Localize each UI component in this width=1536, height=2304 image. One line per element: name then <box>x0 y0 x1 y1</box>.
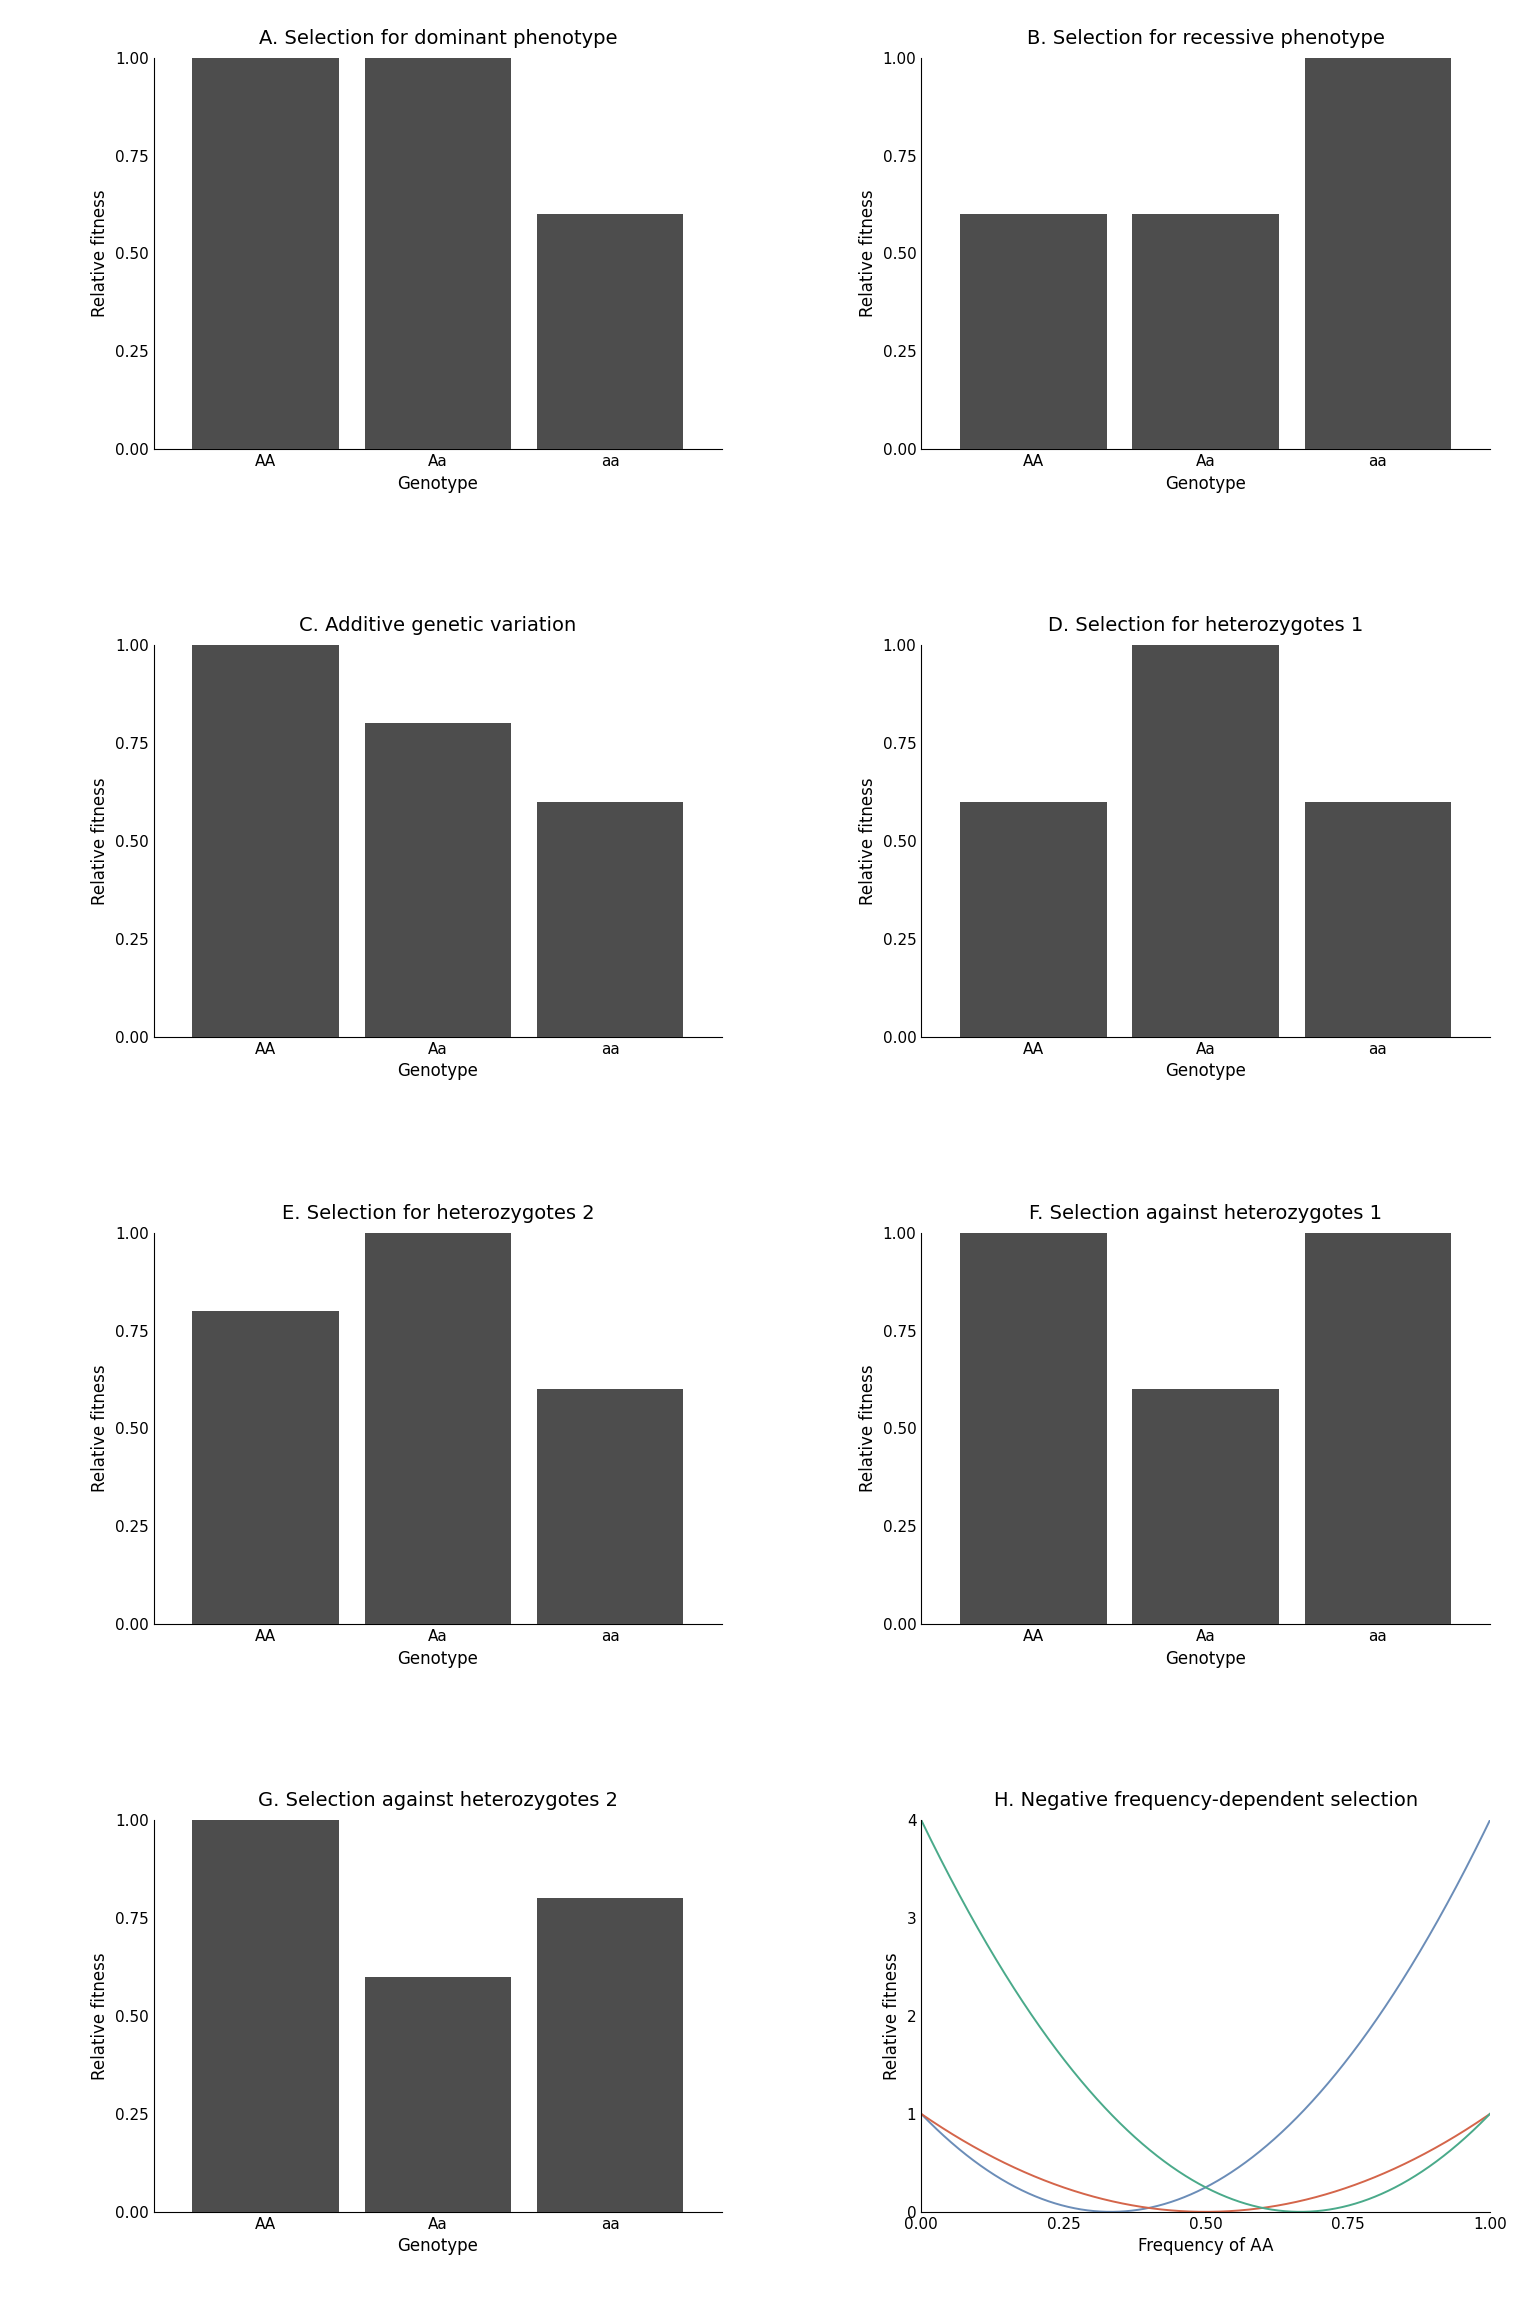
Bar <box>1132 1389 1279 1624</box>
Title: F. Selection against heterozygotes 1: F. Selection against heterozygotes 1 <box>1029 1203 1382 1223</box>
Bar <box>364 1977 511 2212</box>
Bar <box>1132 645 1279 1037</box>
Bar <box>538 214 684 449</box>
Y-axis label: Relative fitness: Relative fitness <box>92 1951 109 2081</box>
Title: E. Selection for heterozygotes 2: E. Selection for heterozygotes 2 <box>281 1203 594 1223</box>
X-axis label: Genotype: Genotype <box>398 2237 478 2256</box>
Bar <box>364 1233 511 1624</box>
Y-axis label: Relative fitness: Relative fitness <box>883 1951 902 2081</box>
Y-axis label: Relative fitness: Relative fitness <box>859 189 877 318</box>
X-axis label: Genotype: Genotype <box>398 1650 478 1668</box>
Y-axis label: Relative fitness: Relative fitness <box>859 1364 877 1493</box>
Y-axis label: Relative fitness: Relative fitness <box>92 189 109 318</box>
X-axis label: Genotype: Genotype <box>1166 1650 1246 1668</box>
Y-axis label: Relative fitness: Relative fitness <box>92 1364 109 1493</box>
Title: H. Negative frequency-dependent selection: H. Negative frequency-dependent selectio… <box>994 1790 1418 1811</box>
Bar <box>1304 802 1452 1037</box>
Y-axis label: Relative fitness: Relative fitness <box>92 776 109 905</box>
Bar <box>960 214 1106 449</box>
X-axis label: Genotype: Genotype <box>1166 1062 1246 1081</box>
Bar <box>538 1389 684 1624</box>
X-axis label: Genotype: Genotype <box>398 475 478 493</box>
X-axis label: Genotype: Genotype <box>1166 475 1246 493</box>
Title: B. Selection for recessive phenotype: B. Selection for recessive phenotype <box>1026 28 1384 48</box>
Bar <box>960 1233 1106 1624</box>
Title: D. Selection for heterozygotes 1: D. Selection for heterozygotes 1 <box>1048 615 1364 636</box>
X-axis label: Genotype: Genotype <box>398 1062 478 1081</box>
Title: C. Additive genetic variation: C. Additive genetic variation <box>300 615 576 636</box>
Bar <box>192 645 339 1037</box>
Bar <box>364 58 511 449</box>
Bar <box>364 723 511 1037</box>
Bar <box>192 1820 339 2212</box>
Title: G. Selection against heterozygotes 2: G. Selection against heterozygotes 2 <box>258 1790 617 1811</box>
Bar <box>1304 1233 1452 1624</box>
Bar <box>538 1898 684 2212</box>
Bar <box>1304 58 1452 449</box>
X-axis label: Frequency of AA: Frequency of AA <box>1138 2237 1273 2256</box>
Bar <box>960 802 1106 1037</box>
Bar <box>1132 214 1279 449</box>
Bar <box>538 802 684 1037</box>
Bar <box>192 1311 339 1624</box>
Bar <box>192 58 339 449</box>
Title: A. Selection for dominant phenotype: A. Selection for dominant phenotype <box>258 28 617 48</box>
Y-axis label: Relative fitness: Relative fitness <box>859 776 877 905</box>
